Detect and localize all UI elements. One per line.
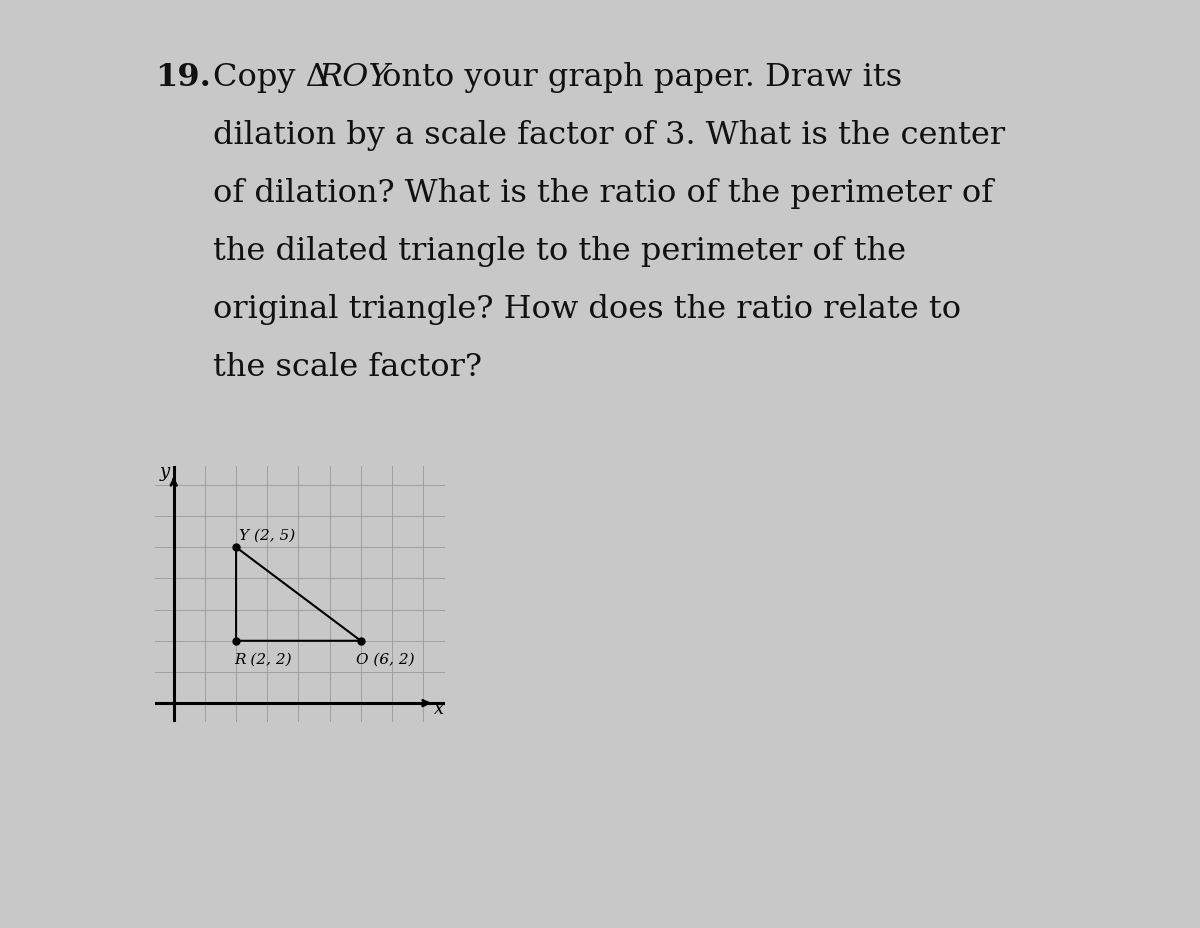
Text: the dilated triangle to the perimeter of the: the dilated triangle to the perimeter of… xyxy=(214,236,906,266)
Text: ROY: ROY xyxy=(318,62,390,93)
Text: Y (2, 5): Y (2, 5) xyxy=(239,528,295,542)
Text: dilation by a scale factor of 3. What is the center: dilation by a scale factor of 3. What is… xyxy=(214,120,1006,151)
Text: y: y xyxy=(160,462,169,481)
Text: onto your graph paper. Draw its: onto your graph paper. Draw its xyxy=(372,62,902,93)
Text: x: x xyxy=(433,699,444,717)
Text: original triangle? How does the ratio relate to: original triangle? How does the ratio re… xyxy=(214,293,961,325)
Text: O (6, 2): O (6, 2) xyxy=(356,652,415,666)
Text: 19.: 19. xyxy=(155,62,211,93)
Text: Copy Δ: Copy Δ xyxy=(214,62,329,93)
Text: R (2, 2): R (2, 2) xyxy=(234,652,292,666)
Text: of dilation? What is the ratio of the perimeter of: of dilation? What is the ratio of the pe… xyxy=(214,178,994,209)
Text: the scale factor?: the scale factor? xyxy=(214,352,482,382)
